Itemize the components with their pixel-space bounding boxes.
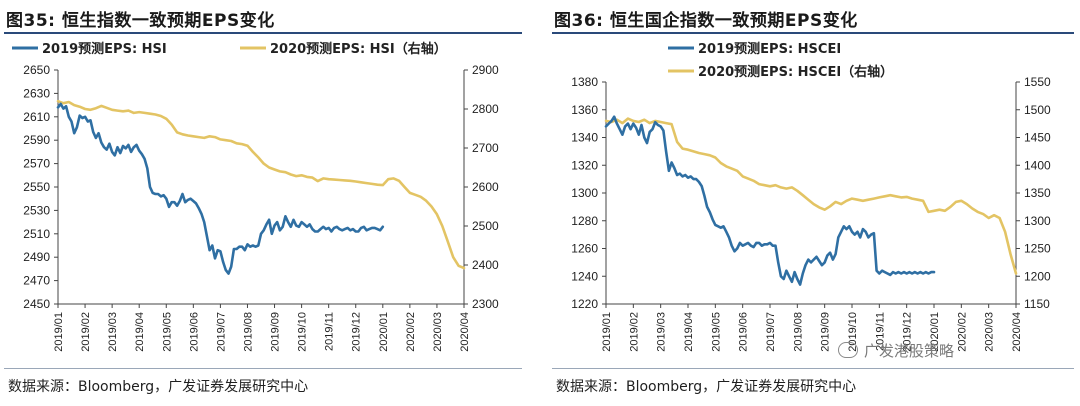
series-line-2020 <box>56 99 466 270</box>
y-left-tick-label: 2630 <box>23 86 50 100</box>
x-tick-label: 2019/11 <box>874 312 886 351</box>
y-right-tick-label: 1550 <box>1024 75 1051 89</box>
x-tick-label: 2019/03 <box>107 312 119 352</box>
y-left-tick-label: 2570 <box>23 157 50 171</box>
y-left-tick-label: 1240 <box>571 269 598 283</box>
legend-label: 2019预测EPS: HSI <box>42 41 167 57</box>
y-right-tick-label: 2800 <box>472 102 499 116</box>
legend-label: 2019预测EPS: HSCEI <box>698 41 841 57</box>
chart-title: 图35: 恒生指数一致预期EPS变化 <box>6 11 275 31</box>
source-note: 数据来源：Bloomberg，广发证券发展研究中心 <box>8 379 309 395</box>
watermark: 广发港股策略 <box>838 340 954 361</box>
x-tick-label: 2019/06 <box>738 312 750 352</box>
wechat-icon <box>838 342 858 358</box>
x-tick-label: 2019/04 <box>683 312 695 352</box>
x-tick-label: 2020/01 <box>929 312 941 352</box>
x-tick-label: 2019/07 <box>765 312 777 352</box>
legend-label: 2020预测EPS: HSI（右轴） <box>270 41 447 57</box>
x-tick-label: 2019/01 <box>601 312 613 352</box>
title-rule <box>552 32 1074 34</box>
y-left-tick-label: 2490 <box>23 250 50 264</box>
x-tick-label: 2019/09 <box>820 312 832 352</box>
chart-hsi-eps: 2019预测EPS: HSI 2020预测EPS: HSI（右轴） 2450 2470… <box>12 41 499 352</box>
x-tick-label: 2019/12 <box>351 312 363 352</box>
source-rule <box>552 368 1074 369</box>
chart-title: 图36: 恒生国企指数一致预期EPS变化 <box>554 11 858 31</box>
y-right-tick-label: 1400 <box>1024 158 1051 172</box>
y-left-tick-label: 1340 <box>571 131 598 145</box>
y-right-tick-label: 2900 <box>472 63 499 77</box>
y-left-tick-label: 1260 <box>571 242 598 256</box>
x-tick-label: 2019/02 <box>80 312 92 352</box>
y-right-tick-label: 2300 <box>472 297 499 311</box>
y-right-tick-label: 2700 <box>472 141 499 155</box>
y-left-tick-label: 2470 <box>23 274 50 288</box>
x-tick-label: 2020/04 <box>459 312 471 352</box>
x-tick-label: 2019/02 <box>628 312 640 352</box>
source-rule <box>4 368 522 369</box>
y-right-tick-label: 2500 <box>472 219 499 233</box>
series-line-2019 <box>56 102 385 275</box>
x-tick-label: 2019/06 <box>188 312 200 352</box>
y-right-tick-label: 1300 <box>1024 214 1051 228</box>
series-line-2019 <box>604 115 936 286</box>
x-tick-label: 2020/04 <box>1011 312 1023 352</box>
series-line-2020 <box>604 117 1018 275</box>
y-right-tick-label: 2600 <box>472 180 499 194</box>
x-tick-label: 2019/11 <box>324 312 336 351</box>
x-tick-label: 2019/08 <box>242 312 254 352</box>
y-right-tick-label: 1200 <box>1024 269 1051 283</box>
y-right-tick-label: 1150 <box>1024 297 1050 311</box>
x-tick-label: 2020/03 <box>432 312 444 352</box>
title-rule <box>4 32 522 34</box>
y-left-tick-label: 2450 <box>23 297 50 311</box>
y-right-tick-label: 1350 <box>1024 186 1051 200</box>
y-left-tick-label: 2610 <box>23 110 50 124</box>
y-right-tick-label: 2400 <box>472 258 499 272</box>
x-tick-label: 2019/01 <box>53 312 65 352</box>
y-right-tick-label: 1450 <box>1024 131 1051 145</box>
x-tick-label: 2020/02 <box>405 312 417 352</box>
x-tick-label: 2019/10 <box>297 312 309 352</box>
legend-label: 2020预测EPS: HSCEI（右轴） <box>698 64 893 80</box>
chart-panel-hscei: 图36: 恒生国企指数一致预期EPS变化 2019预测EPS: HSCEI 202… <box>548 0 1080 406</box>
y-left-tick-label: 2550 <box>23 180 50 194</box>
y-left-tick-label: 1320 <box>571 158 598 172</box>
chart-panel-hsi: 图35: 恒生指数一致预期EPS变化 2019预测EPS: HSI 2020预测E… <box>0 0 528 406</box>
x-tick-label: 2019/07 <box>215 312 227 352</box>
y-left-tick-label: 1360 <box>571 103 598 117</box>
y-left-tick-label: 1220 <box>571 297 598 311</box>
source-note: 数据来源：Bloomberg，广发证券发展研究中心 <box>556 379 857 395</box>
y-left-tick-label: 2650 <box>23 63 50 77</box>
y-left-tick-label: 1280 <box>571 214 598 228</box>
x-tick-label: 2019/05 <box>710 312 722 352</box>
y-left-tick-label: 1300 <box>571 186 598 200</box>
x-tick-label: 2019/03 <box>656 312 668 352</box>
x-tick-label: 2020/03 <box>984 312 996 352</box>
x-tick-label: 2019/05 <box>161 312 173 352</box>
y-left-tick-label: 1380 <box>571 75 598 89</box>
y-right-tick-label: 1250 <box>1024 242 1051 256</box>
x-tick-label: 2019/12 <box>902 312 914 352</box>
y-left-tick-label: 2590 <box>23 133 50 147</box>
y-left-tick-label: 2510 <box>23 227 50 241</box>
x-tick-label: 2019/08 <box>792 312 804 352</box>
y-right-tick-label: 1500 <box>1024 103 1051 117</box>
x-tick-label: 2020/02 <box>956 312 968 352</box>
x-tick-label: 2020/01 <box>378 312 390 352</box>
x-tick-label: 2019/09 <box>270 312 282 352</box>
chart-hscei-eps: 2019预测EPS: HSCEI 2020预测EPS: HSCEI（右轴） 1220… <box>571 41 1051 352</box>
y-left-tick-label: 2530 <box>23 203 50 217</box>
x-tick-label: 2019/04 <box>134 312 146 352</box>
watermark-text: 广发港股策略 <box>864 342 955 360</box>
x-tick-label: 2019/10 <box>847 312 859 352</box>
